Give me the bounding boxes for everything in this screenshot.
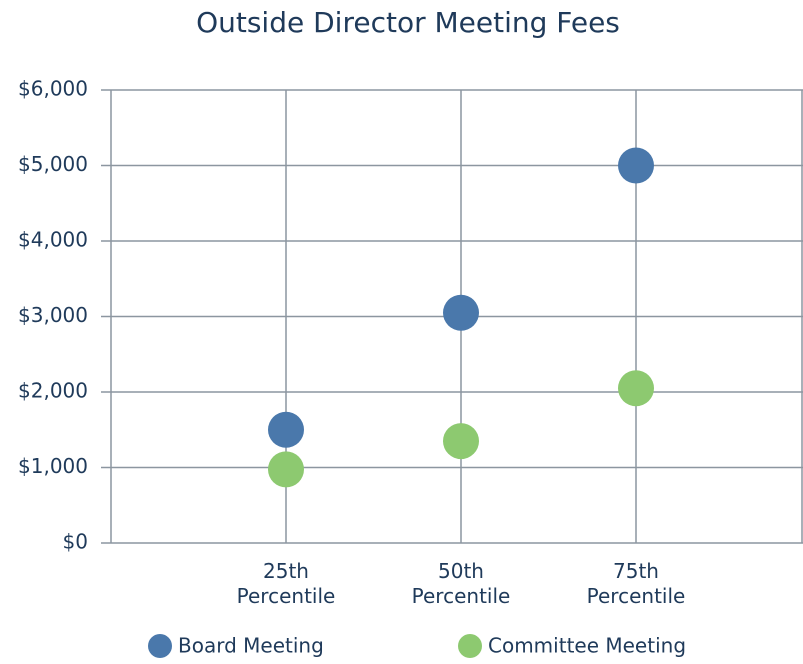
y-tick-label: $4,000 [18,228,88,252]
point [443,294,479,331]
legend-marker [148,634,172,658]
legend-marker [458,634,482,658]
legend-label: Committee Meeting [488,634,686,658]
legend-label: Board Meeting [178,634,324,658]
y-tick-label: $0 [63,530,88,554]
y-tick-label: $3,000 [18,303,88,327]
x-tick-label: 75th Percentile [587,559,686,608]
point [618,370,654,407]
point [618,147,654,184]
y-tick-label: $6,000 [18,77,88,101]
x-tick-label: 50th Percentile [412,559,511,608]
point [443,423,479,460]
y-tick-label: $1,000 [18,454,88,478]
chart-title: Outside Director Meeting Fees [196,6,620,39]
x-tick-label: 25th Percentile [237,559,336,608]
point [268,451,304,488]
y-tick-label: $2,000 [18,379,88,403]
y-tick-label: $5,000 [18,152,88,176]
point [268,411,304,448]
